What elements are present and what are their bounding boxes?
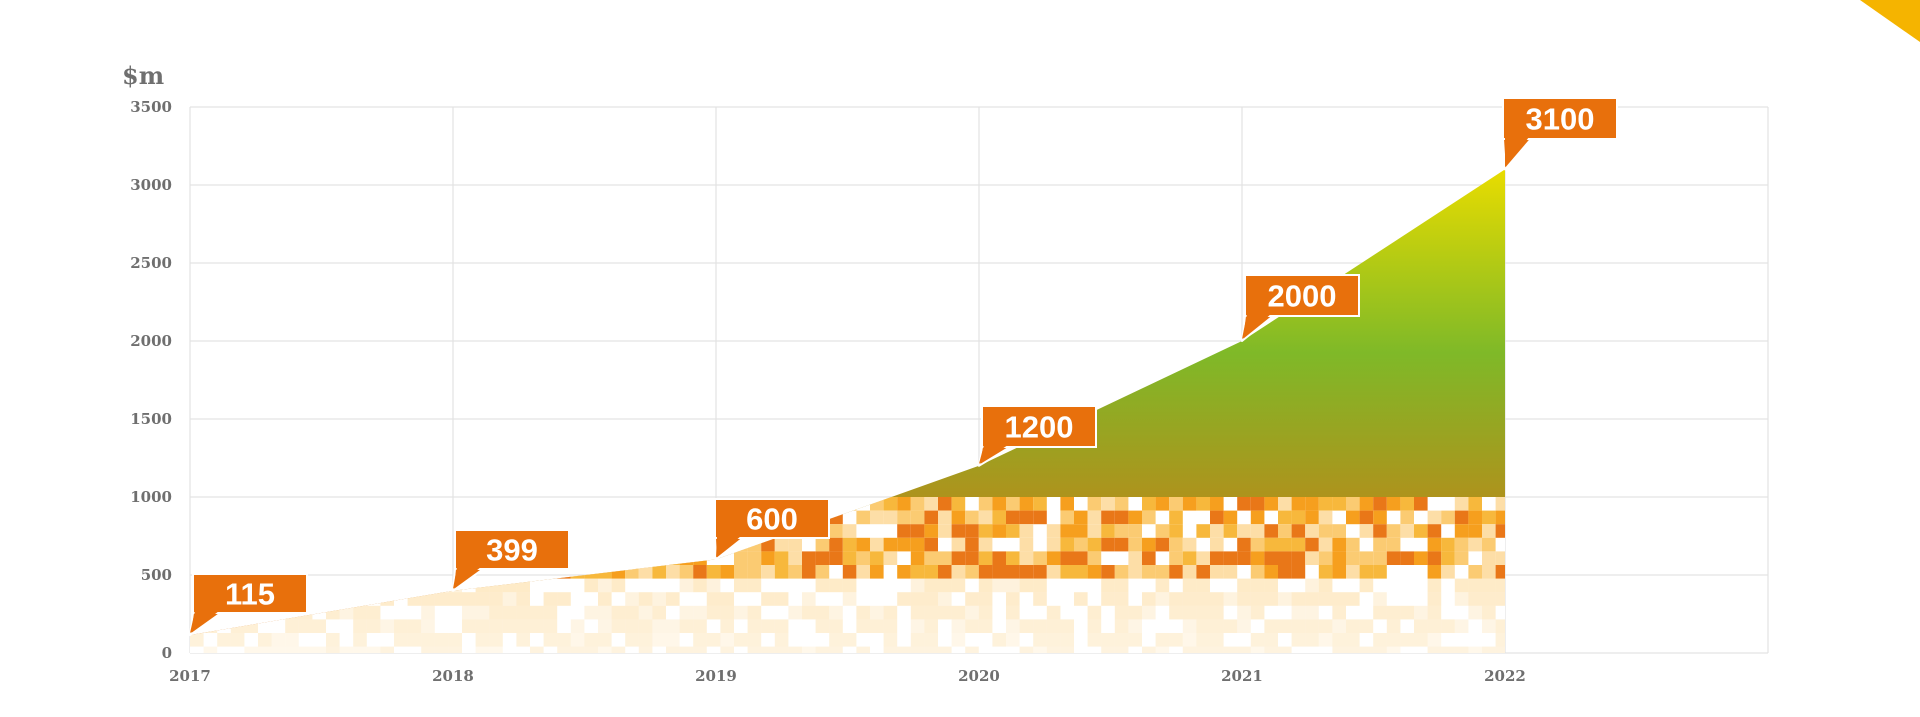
data-label-1200: 1200 (978, 405, 1097, 467)
x-tick-2020: 2020 (958, 667, 1000, 685)
data-label-text: 600 (746, 502, 798, 537)
area-mosaic (190, 497, 1505, 653)
data-label-3100: 3100 (1502, 97, 1618, 171)
data-label-600: 600 (714, 498, 830, 561)
y-tick-2500: 2500 (130, 254, 172, 272)
callout-box (1502, 97, 1618, 140)
y-tick-2000: 2000 (130, 332, 172, 350)
x-tick-2022: 2022 (1484, 667, 1526, 685)
area-layer (190, 169, 1505, 653)
data-label-text: 3100 (1526, 102, 1595, 137)
callout-joint (453, 567, 481, 589)
data-label-115: 115 (189, 573, 308, 637)
y-tick-3000: 3000 (130, 176, 172, 194)
callout-box (454, 529, 570, 570)
data-label-text: 1200 (1005, 410, 1074, 445)
data-label-399: 399 (452, 529, 570, 592)
data-labels: 115 399 600 1200 2000 3100 (189, 97, 1618, 637)
x-tick-2019: 2019 (695, 667, 737, 685)
axes: $m 0 500 1000 1500 2000 2500 3000 3500 2017 2018 20… (122, 61, 1526, 685)
y-tick-0: 0 (162, 644, 172, 662)
callout-joint (1505, 137, 1529, 168)
x-tick-2018: 2018 (432, 667, 474, 685)
callout-box (1244, 274, 1360, 317)
x-tick-2017: 2017 (169, 667, 211, 685)
callout-joint (190, 611, 219, 634)
x-tick-2021: 2021 (1221, 667, 1263, 685)
callout-box (192, 573, 308, 614)
y-tick-500: 500 (141, 566, 172, 584)
corner-decoration (1860, 0, 1920, 42)
y-tick-1000: 1000 (130, 488, 172, 506)
data-label-2000: 2000 (1241, 274, 1360, 342)
data-label-text: 399 (486, 533, 538, 568)
callout-joint (1242, 314, 1271, 339)
y-axis-label: $m (122, 61, 164, 90)
callout-box (981, 405, 1097, 448)
callout-joint (979, 445, 1008, 464)
callout-joint (716, 536, 741, 558)
data-label-text: 2000 (1268, 279, 1337, 314)
data-label-text: 115 (225, 577, 275, 612)
y-tick-1500: 1500 (130, 410, 172, 428)
callout-box (714, 498, 830, 539)
y-tick-3500: 3500 (130, 98, 172, 116)
